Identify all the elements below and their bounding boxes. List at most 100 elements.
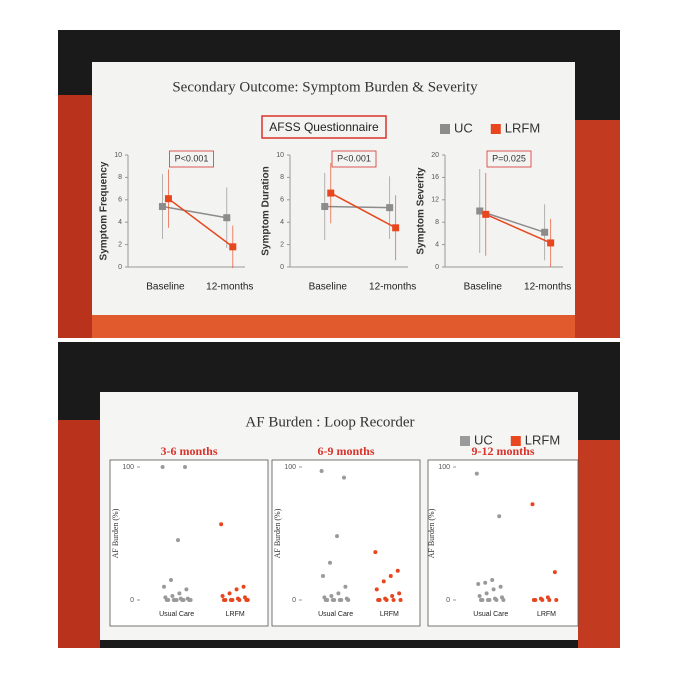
y-axis-label: AF Burden (%) — [273, 508, 282, 558]
slide — [92, 62, 575, 315]
point — [184, 587, 189, 592]
legend-label: LRFM — [505, 120, 540, 135]
chart-title: 6-9 months — [317, 444, 374, 458]
x-tick-label: 12-months — [369, 282, 416, 293]
annotation: P<0.001 — [175, 153, 209, 163]
marker — [327, 189, 335, 197]
legend-label: UC — [454, 120, 473, 135]
series-line — [167, 198, 234, 248]
marker — [482, 210, 490, 218]
y-tick-label: 0 — [446, 597, 450, 604]
point — [342, 475, 346, 480]
point — [223, 598, 228, 602]
point — [181, 598, 186, 602]
y-axis-label: AF Burden (%) — [427, 508, 436, 558]
series-line — [162, 205, 227, 219]
point — [160, 465, 165, 469]
point — [332, 598, 337, 602]
point — [373, 550, 378, 555]
marker — [547, 239, 555, 247]
y-tick-label: 8 — [118, 174, 122, 181]
series-line — [485, 213, 551, 244]
y-tick-label: 4 — [118, 219, 122, 226]
legend-swatch — [460, 436, 470, 446]
point — [346, 598, 351, 602]
point — [490, 578, 495, 583]
slide-band — [92, 315, 575, 338]
point — [176, 538, 180, 543]
y-tick-label: 8 — [435, 219, 439, 226]
y-tick-label: 100 — [438, 464, 450, 471]
y-tick-label: 8 — [280, 174, 284, 181]
marker — [541, 228, 549, 236]
y-axis-label: Symptom Frequency — [99, 161, 110, 260]
x-tick-label: LRFM — [226, 611, 245, 618]
marker — [229, 243, 237, 251]
point — [339, 598, 344, 602]
marker — [164, 195, 172, 203]
point — [547, 598, 552, 602]
y-tick-label: 10 — [276, 152, 284, 159]
point — [174, 598, 179, 602]
point — [377, 598, 382, 602]
point — [336, 591, 341, 596]
marker — [321, 203, 329, 211]
slide-subtitle: AFSS Questionnaire — [269, 120, 379, 134]
point — [237, 598, 242, 602]
y-tick-label: 4 — [280, 219, 284, 226]
stage-side — [58, 420, 100, 648]
legend-swatch — [440, 124, 450, 134]
y-tick-label: 2 — [118, 241, 122, 248]
point — [384, 598, 389, 602]
x-tick-label: Baseline — [146, 282, 185, 293]
point — [477, 594, 482, 599]
legend-label: UC — [474, 432, 493, 447]
point — [227, 591, 232, 596]
y-axis-label: Symptom Duration — [261, 166, 272, 255]
y-tick-label: 4 — [435, 241, 439, 248]
marker — [392, 224, 400, 232]
y-tick-label: 100 — [284, 464, 296, 471]
point — [183, 465, 187, 469]
point — [494, 598, 499, 602]
point — [483, 580, 488, 585]
point — [321, 574, 325, 579]
point — [540, 598, 545, 602]
x-tick-label: Baseline — [309, 282, 348, 293]
y-tick-label: 12 — [431, 197, 439, 204]
point — [169, 578, 173, 583]
point — [554, 598, 559, 602]
point — [188, 598, 193, 602]
y-tick-label: 100 — [122, 464, 134, 471]
x-tick-label: Usual Care — [318, 611, 353, 618]
series-line — [479, 210, 545, 233]
annotation-box — [169, 150, 214, 168]
point — [245, 598, 250, 602]
point — [328, 560, 332, 565]
annotation: P=0.025 — [492, 153, 526, 163]
chart-title: 3-6 months — [160, 444, 217, 458]
point — [234, 587, 239, 592]
point — [484, 591, 489, 596]
y-tick-label: 0 — [435, 264, 439, 271]
y-tick-label: 10 — [114, 152, 122, 159]
point — [230, 598, 235, 602]
point — [474, 471, 479, 476]
y-tick-label: 2 — [280, 241, 284, 248]
point — [166, 598, 171, 602]
point — [319, 468, 324, 473]
point — [480, 598, 485, 602]
stage-side — [575, 120, 620, 338]
point — [395, 568, 400, 573]
point — [241, 584, 246, 589]
marker — [223, 214, 231, 222]
point — [343, 584, 348, 589]
point — [530, 502, 535, 507]
point — [498, 584, 503, 589]
point — [497, 514, 502, 519]
point — [491, 587, 496, 592]
y-tick-label: 16 — [431, 174, 439, 181]
x-tick-label: Baseline — [464, 282, 503, 293]
x-tick-label: 12-months — [524, 282, 571, 293]
chart-title: 9-12 months — [471, 444, 534, 458]
